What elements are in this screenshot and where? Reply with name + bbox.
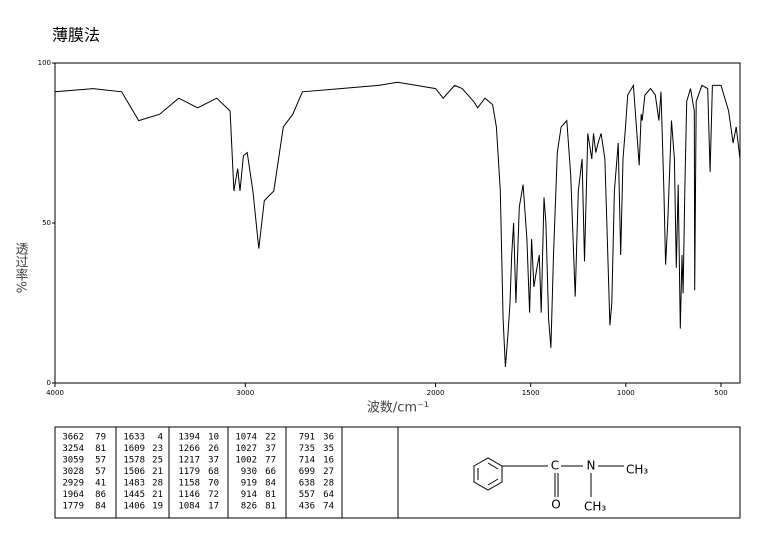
x-axis-label: 波数/cm⁻¹ <box>367 401 429 416</box>
peak-table-cell: 1506 <box>123 467 145 477</box>
peak-table-cell: 1406 <box>123 502 145 512</box>
peak-table-cell: 86 <box>95 490 106 500</box>
peak-table-cell: 57 <box>95 467 106 477</box>
peak-table-cell: 1394 <box>178 433 200 443</box>
peak-table-cell: 3254 <box>62 444 84 454</box>
atom-label: C <box>551 459 559 473</box>
peak-table-cell: 2929 <box>62 479 84 489</box>
peak-table-cell: 4 <box>158 433 163 443</box>
peak-table-cell: 714 <box>299 456 315 466</box>
peak-table-cell: 37 <box>265 444 276 454</box>
peak-table-cell: 72 <box>208 490 219 500</box>
x-tick-label: 2000 <box>427 389 445 397</box>
x-tick-label: 4000 <box>46 389 64 397</box>
peak-table-cell: 68 <box>208 467 219 477</box>
peak-table-cell: 28 <box>323 479 334 489</box>
x-tick-label: 1000 <box>617 389 635 397</box>
y-tick-label: 0 <box>47 379 51 387</box>
peak-table-cell: 1217 <box>178 456 200 466</box>
peak-table-cell: 35 <box>323 444 334 454</box>
peak-table-cell: 57 <box>95 456 106 466</box>
peak-table-cell: 70 <box>208 479 219 489</box>
peak-table-cell: 79 <box>95 433 106 443</box>
peak-table-cell: 914 <box>241 490 257 500</box>
peak-table-cell: 1179 <box>178 467 200 477</box>
atom-label: N <box>587 459 596 473</box>
peak-table-cell: 22 <box>265 433 276 443</box>
peak-table-cell: 23 <box>152 444 163 454</box>
peak-table-cell: 17 <box>208 502 219 512</box>
peak-table-cell: 919 <box>241 479 257 489</box>
peak-table-cell: 791 <box>299 433 315 443</box>
peak-table-cell: 27 <box>323 467 334 477</box>
peak-table-cell: 84 <box>95 502 106 512</box>
peak-table-cell: 1483 <box>123 479 145 489</box>
peak-table-cell: 1578 <box>123 456 145 466</box>
peak-table-cell: 1027 <box>235 444 257 454</box>
atom-label: CH₃ <box>584 500 606 514</box>
peak-table-cell: 638 <box>299 479 315 489</box>
peak-table-cell: 436 <box>299 502 315 512</box>
peak-table-cell: 1084 <box>178 502 200 512</box>
x-tick-label: 1500 <box>522 389 540 397</box>
y-tick-label: 100 <box>38 59 51 67</box>
peak-table-cell: 21 <box>152 490 163 500</box>
peak-table-cell: 735 <box>299 444 315 454</box>
peak-table-cell: 81 <box>265 490 276 500</box>
peak-table-cell: 557 <box>299 490 315 500</box>
structure-bonds <box>473 457 624 497</box>
x-tick-label: 500 <box>714 389 727 397</box>
peak-table-cell: 1266 <box>178 444 200 454</box>
peak-table-cell: 1445 <box>123 490 145 500</box>
peak-table-cell: 826 <box>241 502 257 512</box>
peak-table-cell: 37 <box>208 456 219 466</box>
peak-table-cell: 699 <box>299 467 315 477</box>
peak-table-cell: 21 <box>152 467 163 477</box>
atom-label: O <box>551 498 560 512</box>
peak-table-cell: 74 <box>323 502 334 512</box>
peak-table-cell: 1964 <box>62 490 84 500</box>
peak-table-cell: 81 <box>95 444 106 454</box>
peak-table-cell: 25 <box>152 456 163 466</box>
peak-table-cell: 66 <box>265 467 276 477</box>
peak-table-cell: 930 <box>241 467 257 477</box>
chart-title: 薄膜法 <box>52 26 100 45</box>
peak-table-cell: 81 <box>265 502 276 512</box>
x-tick-label: 3000 <box>236 389 254 397</box>
peak-table-cell: 1633 <box>123 433 145 443</box>
peak-table-cell: 41 <box>95 479 106 489</box>
y-axis-label: 透过率% <box>13 242 29 293</box>
peak-table-cell: 1074 <box>235 433 257 443</box>
peak-table-cell: 1779 <box>62 502 84 512</box>
peak-table-cell: 3662 <box>62 433 84 443</box>
peak-table-cell: 3028 <box>62 467 84 477</box>
peak-table-cell: 1002 <box>235 456 257 466</box>
peak-table-cell: 84 <box>265 479 276 489</box>
peak-table-cell: 3059 <box>62 456 84 466</box>
peak-table-cell: 36 <box>323 433 334 443</box>
peak-table-cell: 1609 <box>123 444 145 454</box>
peak-table-cell: 77 <box>265 456 276 466</box>
atom-label: CH₃ <box>626 463 648 477</box>
peak-table-cell: 16 <box>323 456 334 466</box>
peak-table-cell: 1158 <box>178 479 200 489</box>
peak-table-cell: 10 <box>208 433 219 443</box>
peak-table-cell: 64 <box>323 490 334 500</box>
y-tick-label: 50 <box>42 219 51 227</box>
spectrum-line <box>54 81 741 368</box>
peak-table-cell: 1146 <box>178 490 200 500</box>
peak-table-cell: 19 <box>152 502 163 512</box>
peak-table-cell: 26 <box>208 444 219 454</box>
peak-table-cell: 28 <box>152 479 163 489</box>
plot-frame <box>54 62 741 384</box>
